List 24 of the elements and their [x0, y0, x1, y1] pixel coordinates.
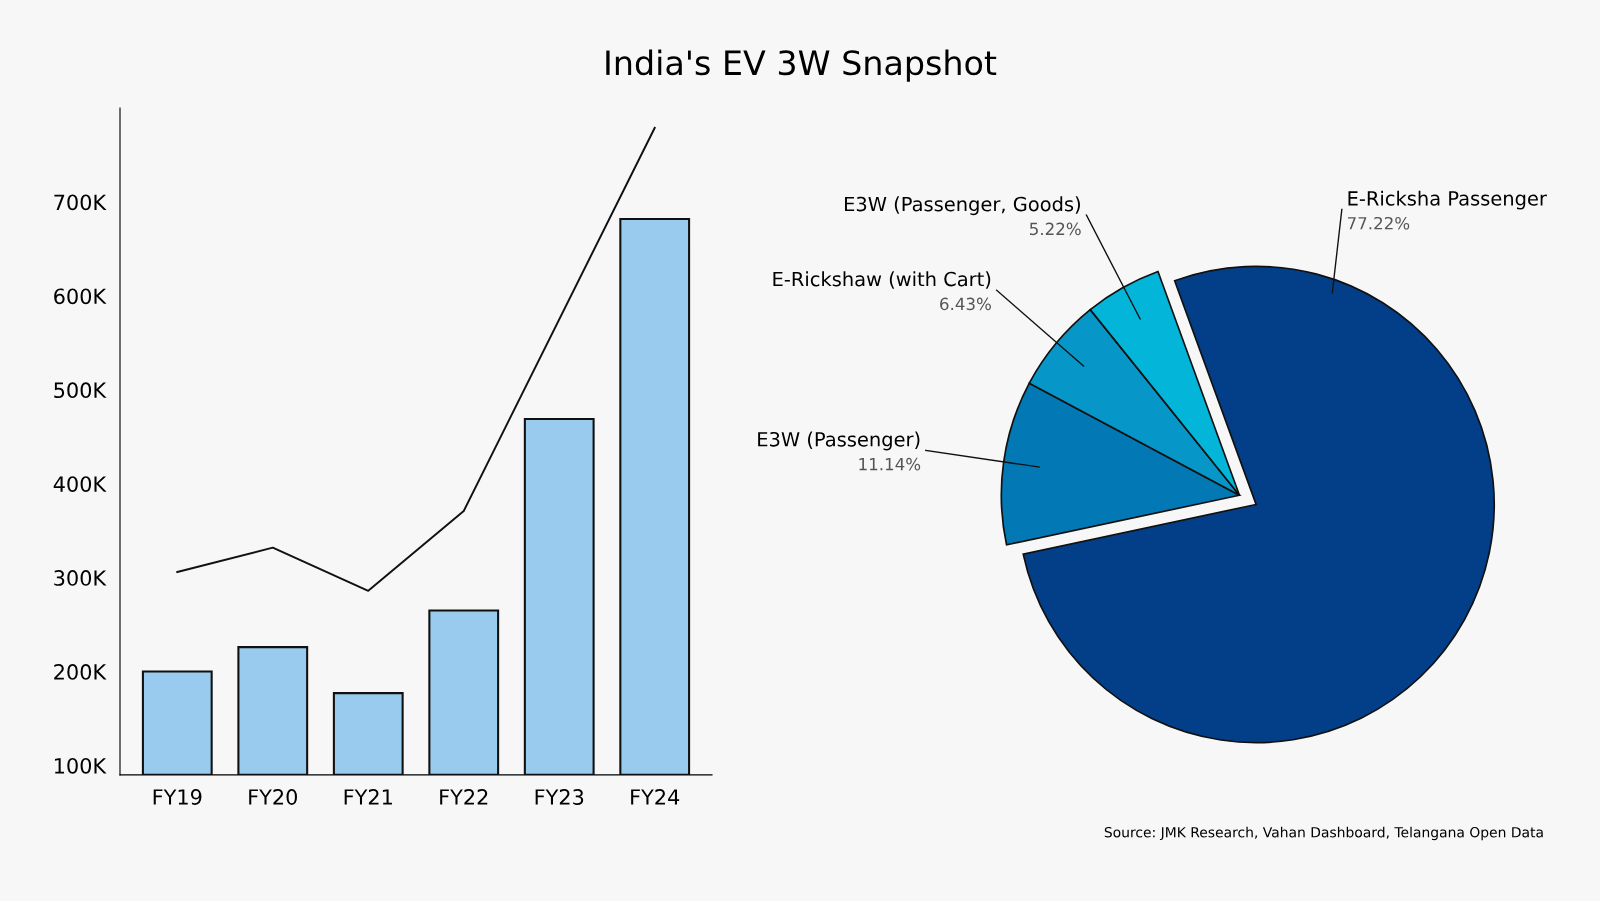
x-tick-label: FY20	[249, 789, 297, 805]
data-label: 11.14%	[859, 457, 921, 471]
y-tick-label: 500K	[54, 382, 107, 399]
y-tick-label: 400K	[53, 476, 107, 492]
data-label: 5.22%	[1029, 222, 1081, 236]
slice-label: E3W (Passenger, Goods)	[845, 196, 1080, 216]
slice-label: E-Ricksha Passenger	[1348, 190, 1547, 210]
slice-label: E-Rickshaw (with Cart)	[773, 271, 991, 289]
x-tick-label: FY23	[535, 789, 584, 805]
x-tick-label: FY22	[440, 789, 488, 805]
text: India's EV 3W Snapshot	[606, 49, 997, 82]
source-note: Source: JMK Research, Vahan Dashboard, Telangana Open Data	[1104, 826, 1543, 841]
y-tick-label: 700K	[54, 194, 107, 211]
data-label: 6.43%	[940, 297, 991, 311]
y-tick-label: 200K	[54, 664, 107, 680]
data-label: 77.22%	[1347, 216, 1410, 230]
x-tick-label: FY21	[344, 789, 392, 805]
y-tick-label: 600K	[54, 288, 107, 305]
y-tick-label: 300K	[54, 570, 107, 586]
slice-label: E3W (Passenger)	[758, 431, 920, 451]
line-series	[176, 126, 656, 592]
x-tick-label: FY19	[153, 789, 202, 805]
y-tick-label: 100K	[54, 757, 107, 774]
x-tick-label: FY24	[631, 789, 680, 805]
